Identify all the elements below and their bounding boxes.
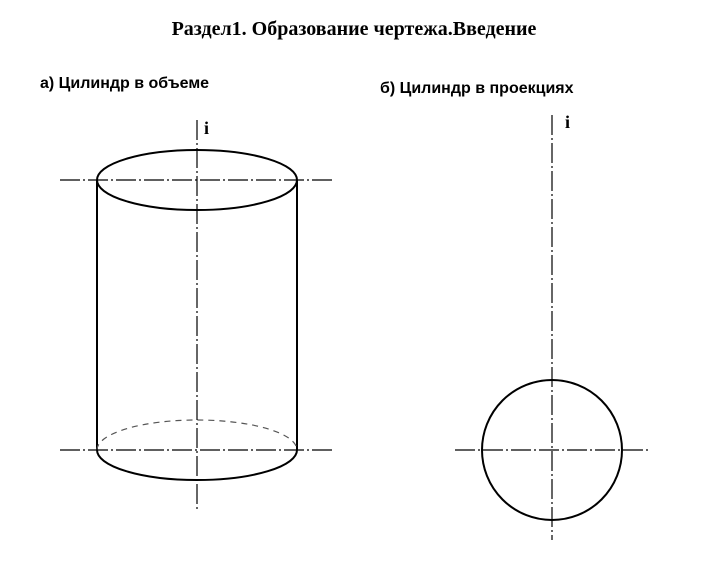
cylinder-projection <box>455 115 650 540</box>
diagram-canvas <box>0 0 708 565</box>
cylinder-3d <box>60 120 335 510</box>
